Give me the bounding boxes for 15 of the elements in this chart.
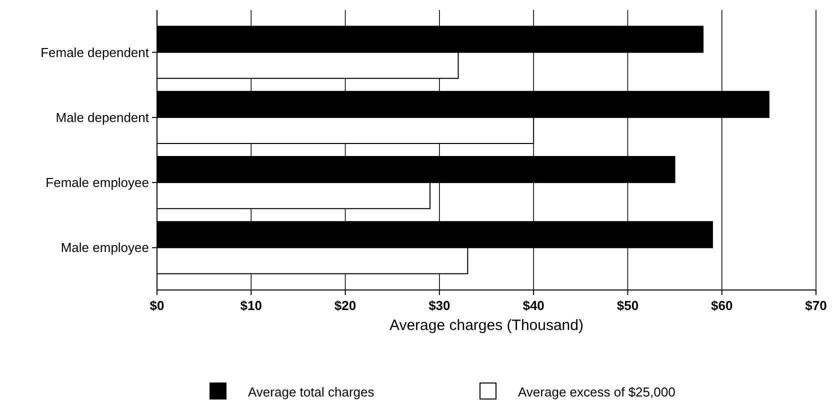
x-tick-label: $50 <box>616 298 639 313</box>
x-tick-label: $0 <box>150 298 164 313</box>
y-tick-label: Female dependent <box>40 44 150 60</box>
x-tick-label: $10 <box>240 298 262 313</box>
y-tick-label: Female employee <box>46 175 149 190</box>
x-tick-label: $70 <box>805 298 827 313</box>
y-tick-label: Male employee <box>60 240 149 256</box>
x-tick-label: $60 <box>711 298 733 313</box>
x-tick-label: $30 <box>428 298 450 313</box>
y-tick-label: Male dependent <box>56 110 150 125</box>
x-axis-title: Average charges (Thousand) <box>389 317 584 334</box>
x-tick-label: $20 <box>334 298 356 313</box>
legend-label: Average total charges <box>248 384 375 400</box>
legend-label: Average excess of $25,000 <box>518 384 676 400</box>
x-tick-label: $40 <box>522 298 544 313</box>
